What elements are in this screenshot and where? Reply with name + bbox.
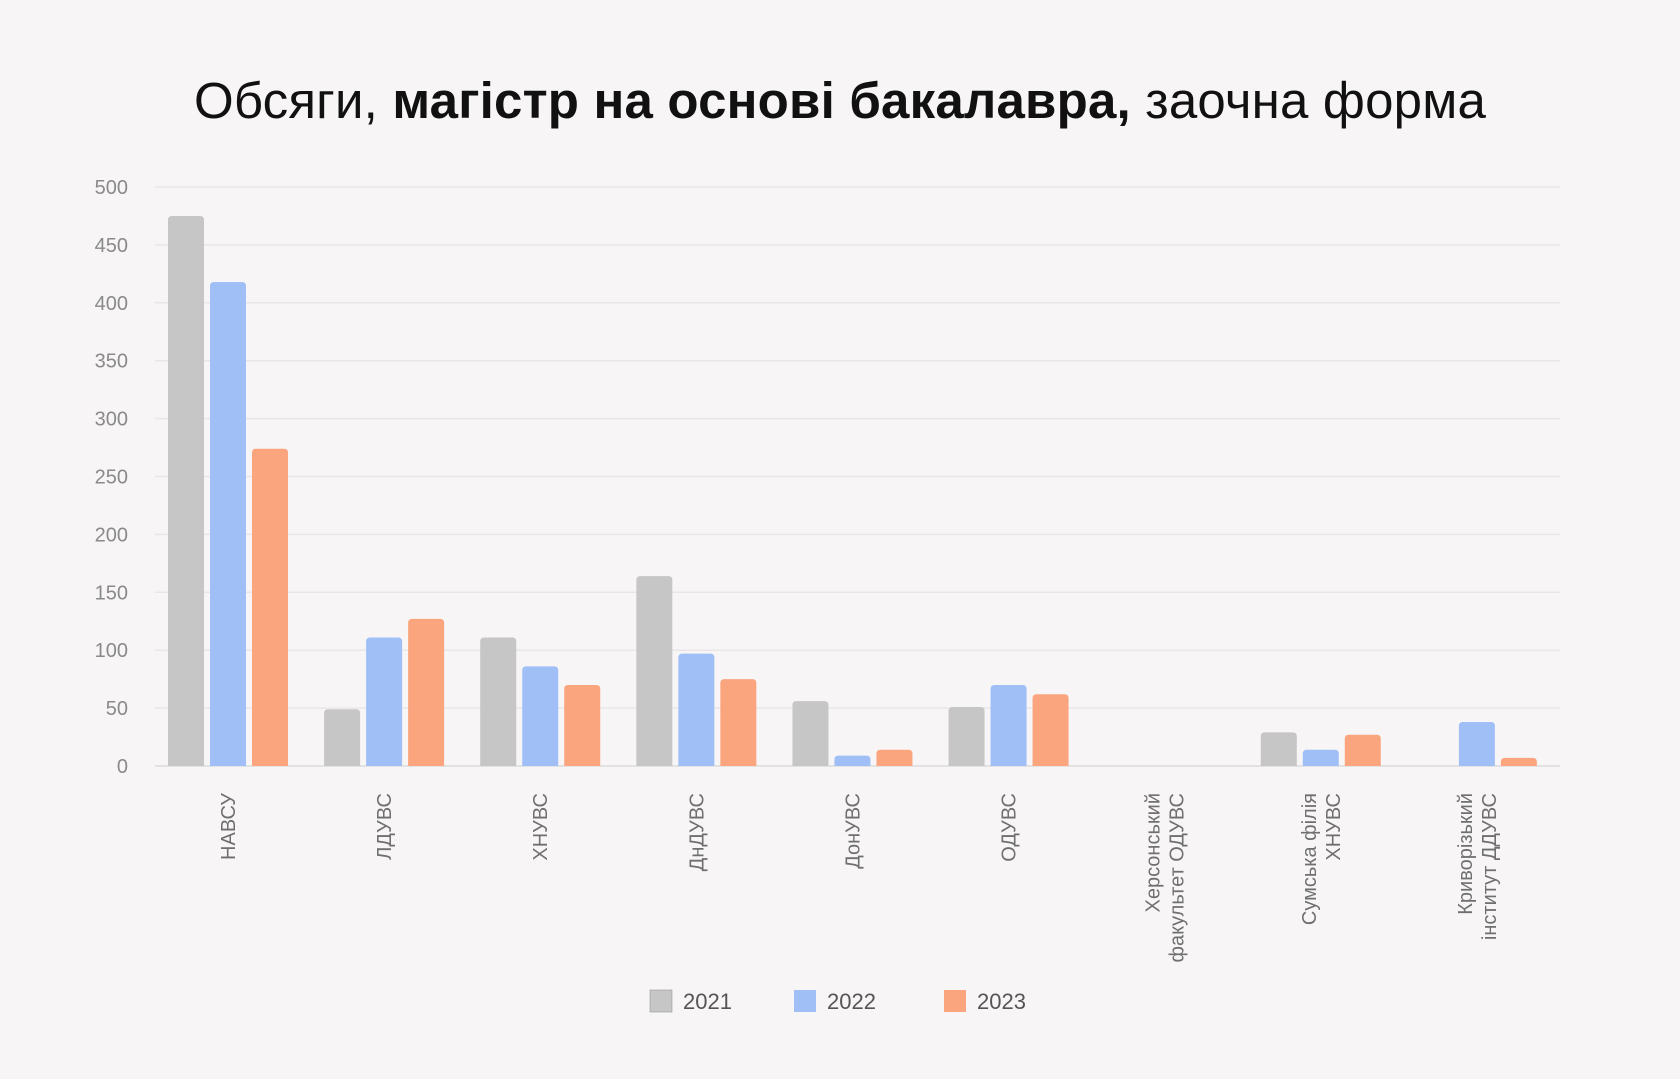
- title-part-regular-1: Обсяги,: [193, 72, 393, 129]
- y-tick-label: 0: [117, 756, 128, 778]
- x-category-label: ОДУВС: [999, 793, 1021, 862]
- legend-label-2021: 2021: [683, 989, 732, 1014]
- x-category-label-line: факультет ОДУВС: [1167, 793, 1189, 962]
- x-category-label-line: ДонУВС: [842, 793, 864, 869]
- bars: [168, 215, 1537, 766]
- bar-2022: [1458, 721, 1495, 766]
- x-category-label: НАВСУ: [218, 793, 240, 860]
- x-category-label: Криворізький інститут ДДУВС: [1455, 793, 1501, 940]
- x-category-label: ДонУВС: [842, 793, 864, 869]
- legend-swatch-2022: [794, 990, 816, 1012]
- y-tick-label: 150: [95, 582, 128, 604]
- bar-2021: [948, 706, 985, 766]
- x-category-label-line: ХНУВС: [1323, 793, 1345, 861]
- title-part-bold: магістр на основі бакалавра,: [392, 72, 1131, 129]
- legend-label-2023: 2023: [977, 989, 1026, 1014]
- bar-2022: [990, 684, 1027, 766]
- bar-2021: [168, 215, 204, 766]
- y-tick-label: 500: [95, 177, 128, 199]
- grid-lines: [155, 186, 1560, 767]
- legend-swatch-2021: [649, 989, 673, 1013]
- legend-swatch-2023: [944, 990, 966, 1012]
- x-category-label: Сумська філія ХНУВС: [1299, 793, 1345, 925]
- bar-2021: [480, 637, 517, 766]
- bar-2022: [678, 653, 715, 766]
- legend: 2021 2022 2023: [649, 989, 1026, 1014]
- x-category-label-line: ХНУВС: [530, 793, 552, 861]
- chart-title: Обсяги, магістр на основі бакалавра, зао…: [0, 66, 1680, 136]
- bar-2022: [1302, 749, 1339, 766]
- y-tick-label: 200: [95, 524, 128, 546]
- x-category-label-line: ОДУВС: [999, 793, 1021, 862]
- bar-2022: [522, 666, 559, 766]
- legend-label-2022: 2022: [827, 989, 876, 1014]
- bar-2021: [792, 701, 829, 766]
- x-category-label-line: Сумська філія: [1299, 793, 1321, 925]
- x-category-label-line: Криворізький: [1455, 793, 1477, 915]
- x-category-label-line: НАВСУ: [218, 793, 240, 860]
- y-tick-label: 50: [106, 698, 128, 720]
- y-tick-label: 300: [95, 409, 128, 431]
- bar-2021: [324, 709, 361, 766]
- x-category-label: ХНУВС: [530, 793, 552, 861]
- x-category-label-line: інститут ДДУВС: [1479, 793, 1501, 940]
- y-tick-label: 250: [95, 467, 128, 489]
- bar-2023: [564, 684, 601, 766]
- y-tick-label: 450: [95, 235, 128, 257]
- x-category-label: ДнДУВС: [686, 793, 708, 871]
- title-part-regular-2: заочна форма: [1130, 72, 1487, 129]
- x-category-label: ЛДУВС: [374, 793, 396, 860]
- bar-2023: [252, 448, 288, 766]
- bar-2022: [366, 637, 403, 766]
- y-tick-label: 400: [95, 293, 128, 315]
- bar-2023: [876, 749, 913, 766]
- y-tick-label: 350: [95, 351, 128, 373]
- x-category-label-line: ЛДУВС: [374, 793, 396, 860]
- bar-2021: [1260, 732, 1297, 766]
- bar-2023: [720, 679, 757, 766]
- bar-2021: [636, 576, 673, 766]
- x-category-label-line: ДнДУВС: [686, 793, 708, 871]
- x-category-label: Херсонський факультет ОДУВС: [1143, 793, 1189, 962]
- bar-2023: [1032, 694, 1069, 766]
- y-axis-ticks: 0 50 100 150 200 250 300 350 400 450 500: [95, 177, 128, 778]
- x-category-label-line: Херсонський: [1143, 793, 1165, 913]
- x-axis-labels: НАВСУ ЛДУВС ХНУВС ДнДУВС ДонУВС ОДУВС Херсонсь…: [218, 793, 1501, 963]
- bar-2023: [1500, 757, 1537, 766]
- y-tick-label: 100: [95, 640, 128, 662]
- bar-2023: [1344, 734, 1381, 766]
- bar-2022: [834, 755, 871, 766]
- bar-2022: [210, 281, 246, 766]
- bar-2023: [408, 618, 445, 766]
